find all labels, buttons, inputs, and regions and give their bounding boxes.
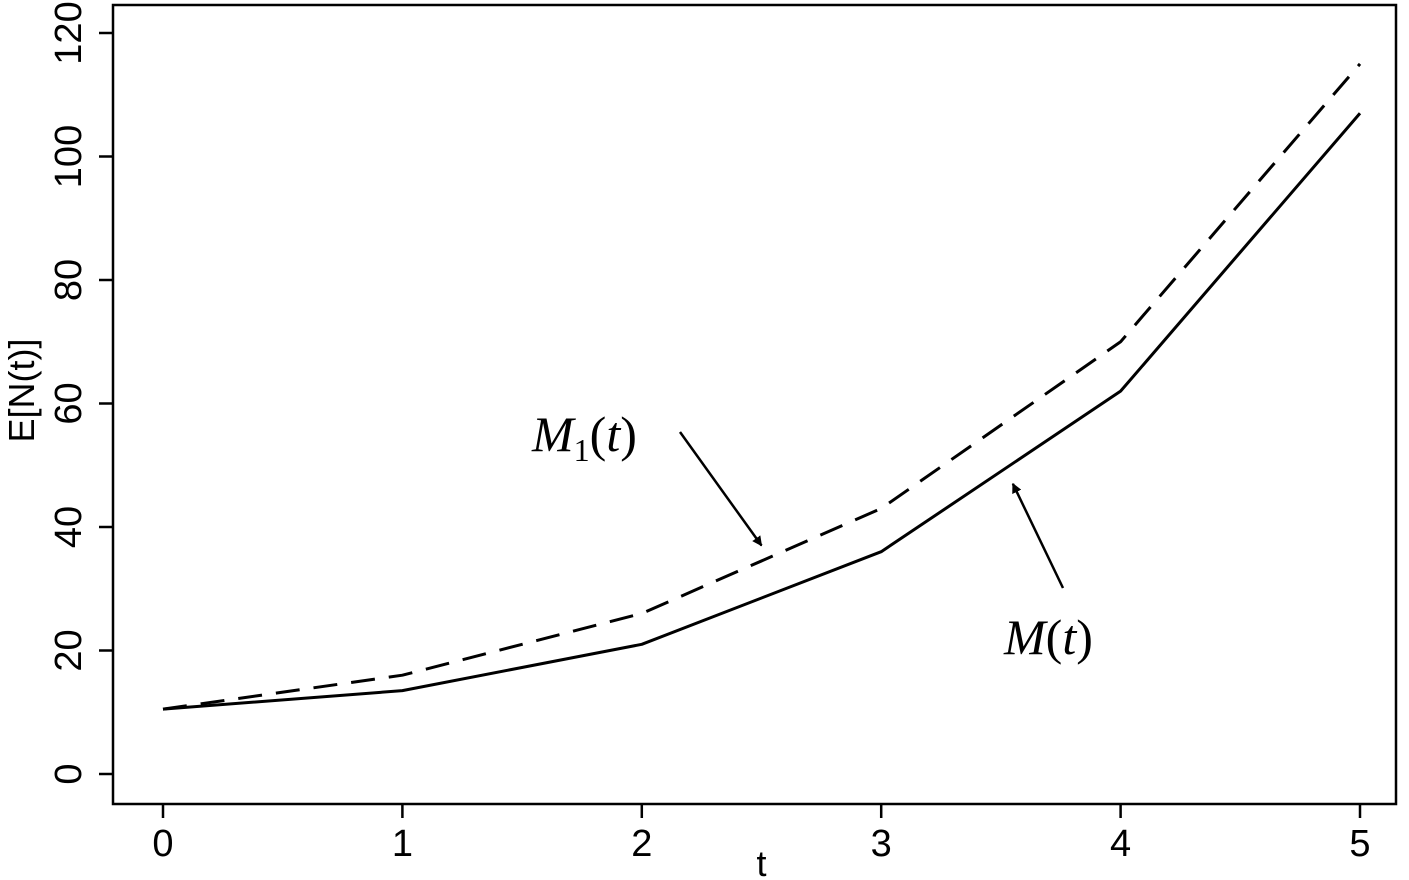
annotation-label: M(t) (1003, 609, 1093, 665)
series-line-mt (162, 112, 1362, 711)
x-tick-label: 4 (1110, 823, 1131, 865)
y-tick-label: 0 (48, 763, 90, 784)
x-tick-label: 2 (631, 823, 652, 865)
series-line-m1t (162, 62, 1362, 711)
x-tick-label: 1 (392, 823, 413, 865)
plot-frame (111, 3, 1398, 806)
y-tick-label: 40 (48, 506, 90, 548)
y-tick-label: 80 (48, 259, 90, 301)
y-tick-label: 100 (48, 125, 90, 188)
y-axis-title: E[N(t)] (1, 339, 42, 443)
y-tick-label: 60 (48, 382, 90, 424)
y-tick-label: 120 (48, 1, 90, 64)
annotation-label: M1(t) (531, 406, 637, 468)
annotation-arrow (678, 431, 763, 547)
x-tick-label: 0 (152, 823, 173, 865)
x-tick-label: 5 (1349, 823, 1370, 865)
annotation-arrow (1011, 482, 1065, 589)
x-tick-label: 3 (871, 823, 892, 865)
y-tick-label: 20 (48, 629, 90, 671)
x-axis-title: t (756, 843, 766, 880)
